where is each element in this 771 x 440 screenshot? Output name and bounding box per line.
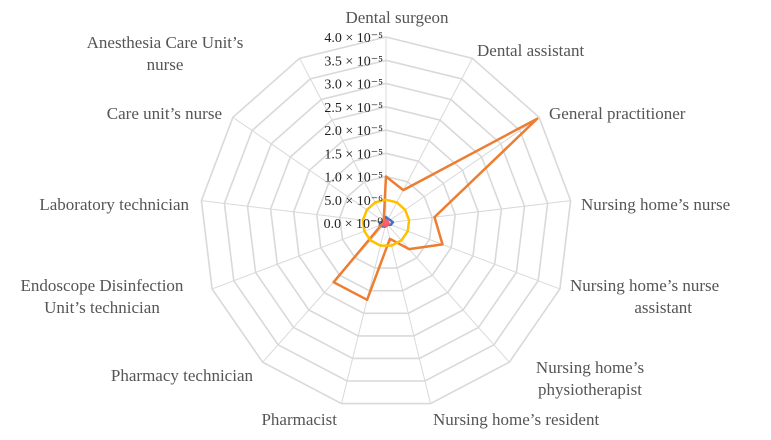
series-line-4 xyxy=(382,218,390,227)
tick-label: 1.0 × 10⁻⁵ xyxy=(324,171,383,186)
radar-grid-ring xyxy=(269,105,503,337)
radar-grid-ring xyxy=(338,175,434,269)
category-label: General practitioner xyxy=(549,104,686,123)
tick-label: 3.0 × 10⁻⁵ xyxy=(324,78,383,93)
radar-grid-ring xyxy=(223,59,549,382)
category-label: Pharmacy technician xyxy=(111,366,254,385)
radar-grid-ring xyxy=(315,152,457,292)
category-label: Nursing home’s nurse xyxy=(581,195,730,214)
series-layer xyxy=(332,117,539,302)
category-label: Endoscope Disinfection Unit’s technician xyxy=(21,276,184,317)
tick-label: 3.5 × 10⁻⁵ xyxy=(324,54,383,69)
tick-label: 1.5 × 10⁻⁵ xyxy=(324,147,383,162)
tick-labels: 0.0 × 10⁻⁰ 5.0 × 10⁻⁶ 1.0 × 10⁻⁵ 1.5 × 10⁻⁵… xyxy=(324,31,384,232)
category-label: Nursing home’s physiotherapist xyxy=(536,358,644,399)
tick-label: 2.0 × 10⁻⁵ xyxy=(324,124,383,139)
category-label: Laboratory technician xyxy=(39,195,189,214)
tick-label: 5.0 × 10⁻⁶ xyxy=(324,194,383,209)
category-label: Pharmacist xyxy=(261,410,337,429)
tick-label: 4.0 × 10⁻⁵ xyxy=(324,31,383,46)
category-label: Dental surgeon xyxy=(345,8,449,27)
category-labels: Dental surgeon Dental assistant General pr… xyxy=(21,8,731,429)
tick-label: 0.0 × 10⁻⁰ xyxy=(324,217,384,232)
category-label: Nursing home’s nurse assistant xyxy=(570,276,719,317)
tick-label: 2.5 × 10⁻⁵ xyxy=(324,101,383,116)
category-label: Anesthesia Care Unit’s nurse xyxy=(87,33,244,74)
radar-grid-ring xyxy=(200,36,572,405)
radar-grid-ring xyxy=(292,129,480,315)
category-label: Dental assistant xyxy=(477,41,584,60)
series-line-3 xyxy=(361,198,411,247)
category-label: Nursing home’s resident xyxy=(433,410,599,429)
category-label: Care unit’s nurse xyxy=(107,104,222,123)
radar-grid-ring xyxy=(246,82,526,360)
